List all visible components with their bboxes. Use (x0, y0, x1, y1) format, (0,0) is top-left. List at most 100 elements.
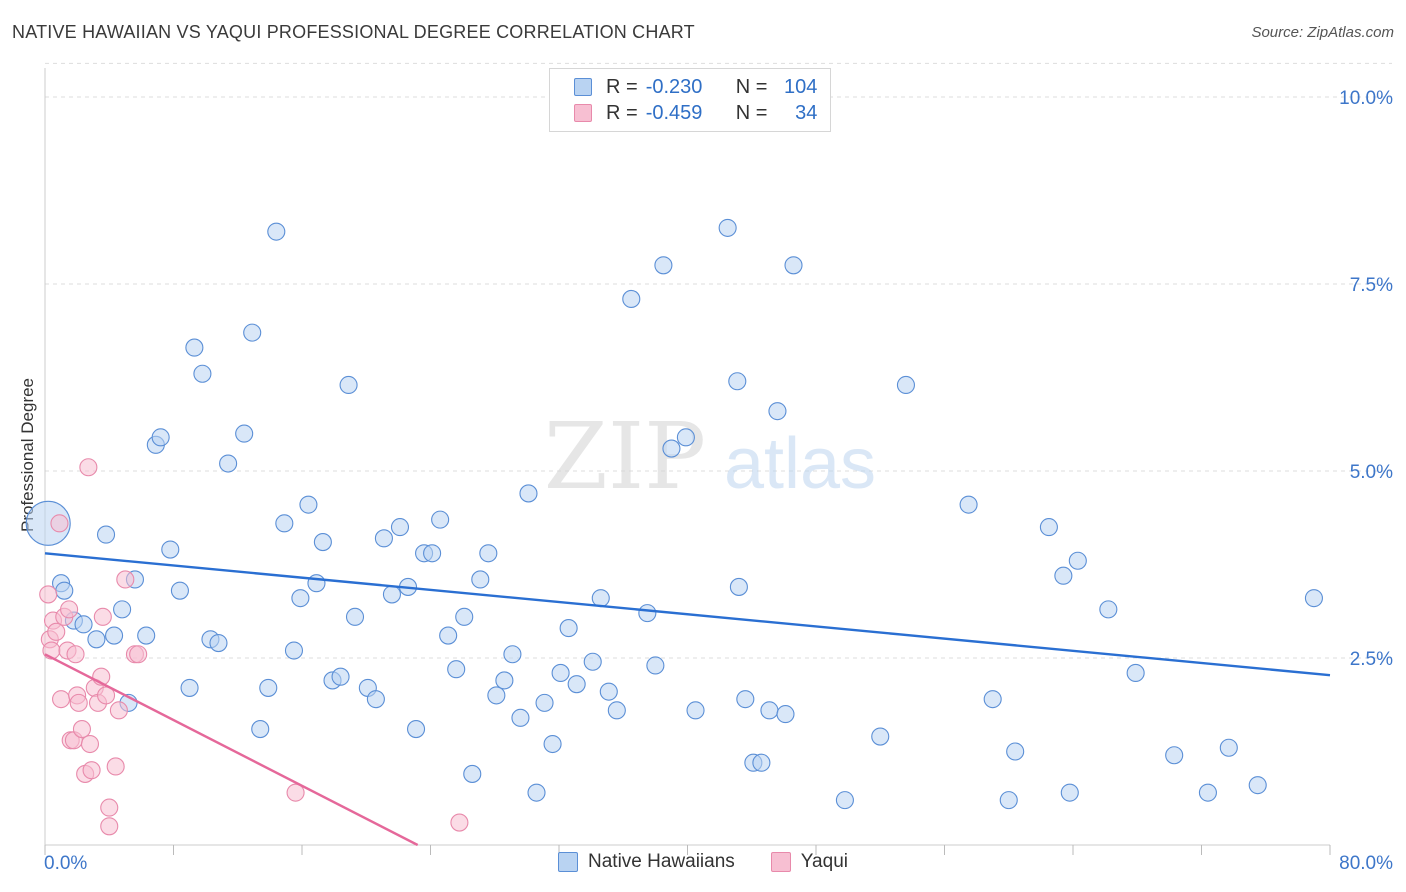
trend-line-native-hawaiians (44, 552, 1331, 677)
data-point-yaqui (450, 813, 469, 832)
data-point-native-hawaiians (1099, 600, 1118, 619)
data-point-native-hawaiians (193, 364, 212, 383)
data-point-native-hawaiians (235, 424, 254, 443)
data-point-native-hawaiians (1039, 518, 1058, 537)
data-point-native-hawaiians (543, 734, 562, 754)
x-tick-label: 0.0% (44, 853, 87, 874)
data-point-native-hawaiians (382, 585, 402, 604)
data-point-native-hawaiians (87, 630, 106, 649)
data-point-native-hawaiians (728, 372, 747, 391)
data-point-yaqui (47, 622, 66, 641)
data-point-native-hawaiians (1068, 551, 1087, 570)
legend-r-value: -0.230 (645, 75, 703, 98)
data-point-native-hawaiians (96, 525, 116, 544)
trend-lines (44, 552, 1331, 847)
legend-swatch-pink (770, 852, 791, 872)
y-tick-label: 5.0% (1350, 462, 1393, 483)
data-point-native-hawaiians (137, 626, 156, 645)
data-point-yaqui (39, 585, 58, 604)
data-point-native-hawaiians (686, 701, 705, 720)
data-point-native-hawaiians (423, 544, 442, 563)
data-point-native-hawaiians (760, 701, 779, 720)
data-point-native-hawaiians (1304, 589, 1323, 608)
data-point-yaqui (129, 645, 148, 664)
data-point-native-hawaiians (307, 574, 326, 593)
data-point-native-hawaiians (185, 338, 204, 357)
data-point-yaqui (93, 607, 112, 626)
data-point-native-hawaiians (729, 577, 748, 596)
data-point-native-hawaiians (259, 678, 278, 697)
data-point-yaqui (80, 734, 100, 754)
data-point-native-hawaiians (55, 581, 74, 600)
data-point-yaqui (286, 783, 305, 802)
data-point-native-hawaiians (284, 641, 304, 660)
legend-n-value: 34 (795, 101, 818, 124)
data-point-native-hawaiians (374, 529, 393, 548)
data-point-native-hawaiians (455, 607, 474, 626)
data-point-native-hawaiians (431, 510, 450, 529)
data-point-native-hawaiians (74, 615, 93, 634)
data-point-native-hawaiians (463, 764, 482, 783)
data-point-native-hawaiians (535, 693, 554, 712)
y-tick-label: 10.0% (1339, 88, 1393, 109)
data-point-native-hawaiians (291, 589, 310, 608)
legend-r-label: R = (606, 101, 638, 124)
data-point-native-hawaiians (275, 514, 294, 533)
data-point-yaqui (60, 600, 79, 619)
data-point-native-hawaiians (1248, 776, 1267, 795)
data-point-yaqui (100, 817, 119, 836)
data-point-yaqui (82, 761, 101, 780)
data-point-native-hawaiians (105, 626, 124, 645)
data-point-yaqui (109, 701, 128, 720)
data-point-yaqui (96, 686, 116, 705)
data-point-native-hawaiians (243, 323, 262, 342)
data-point-native-hawaiians (768, 402, 787, 421)
data-point-native-hawaiians (345, 607, 365, 626)
legend-item-yaqui[interactable]: Yaqui (770, 851, 848, 873)
data-point-native-hawaiians (1165, 746, 1184, 765)
legend-r-value: -0.459 (645, 101, 703, 124)
data-point-yaqui (116, 570, 135, 589)
data-point-yaqui (66, 645, 85, 664)
data-point-native-hawaiians (366, 690, 385, 709)
data-point-native-hawaiians (1054, 566, 1073, 585)
legend-row-yaqui: R = -0.459 N = 34 (574, 101, 817, 125)
data-point-native-hawaiians (339, 375, 358, 395)
data-point-native-hawaiians (267, 222, 286, 241)
y-tick-label: 7.5% (1350, 275, 1393, 296)
legend-item-native-hawaiians[interactable]: Native Hawaiians (558, 851, 735, 873)
data-point-native-hawaiians (25, 500, 71, 546)
data-point-yaqui (106, 757, 125, 776)
data-point-native-hawaiians (439, 626, 458, 645)
data-point-native-hawaiians (567, 675, 586, 694)
data-point-yaqui (100, 798, 119, 817)
watermark-atlas: atlas (724, 424, 876, 504)
y-tick-label: 2.5% (1350, 649, 1393, 670)
stats-legend: R = -0.230 N = 104 R = -0.459 N = 34 (549, 68, 831, 132)
data-point-yaqui (69, 693, 88, 712)
data-point-native-hawaiians (209, 633, 228, 653)
data-point-native-hawaiians (1198, 783, 1217, 802)
data-point-native-hawaiians (479, 544, 498, 563)
data-point-yaqui (72, 720, 91, 739)
data-point-native-hawaiians (983, 690, 1002, 709)
data-point-native-hawaiians (527, 783, 546, 802)
chart-title: NATIVE HAWAIIAN VS YAQUI PROFESSIONAL DE… (12, 22, 695, 42)
data-point-native-hawaiians (447, 660, 466, 679)
data-point-native-hawaiians (219, 454, 238, 473)
watermark: ZIP atlas (544, 403, 876, 510)
data-point-native-hawaiians (1219, 738, 1238, 757)
legend-n-value: 104 (784, 75, 818, 98)
data-point-native-hawaiians (503, 645, 522, 664)
axes (44, 68, 1331, 855)
data-point-native-hawaiians (835, 791, 854, 810)
data-point-native-hawaiians (776, 705, 795, 724)
data-point-native-hawaiians (599, 682, 618, 701)
data-point-native-hawaiians (180, 678, 199, 697)
data-point-native-hawaiians (591, 589, 610, 608)
data-point-native-hawaiians (471, 570, 490, 589)
data-point-native-hawaiians (495, 671, 514, 690)
data-point-native-hawaiians (170, 581, 189, 600)
data-point-native-hawaiians (871, 727, 890, 746)
